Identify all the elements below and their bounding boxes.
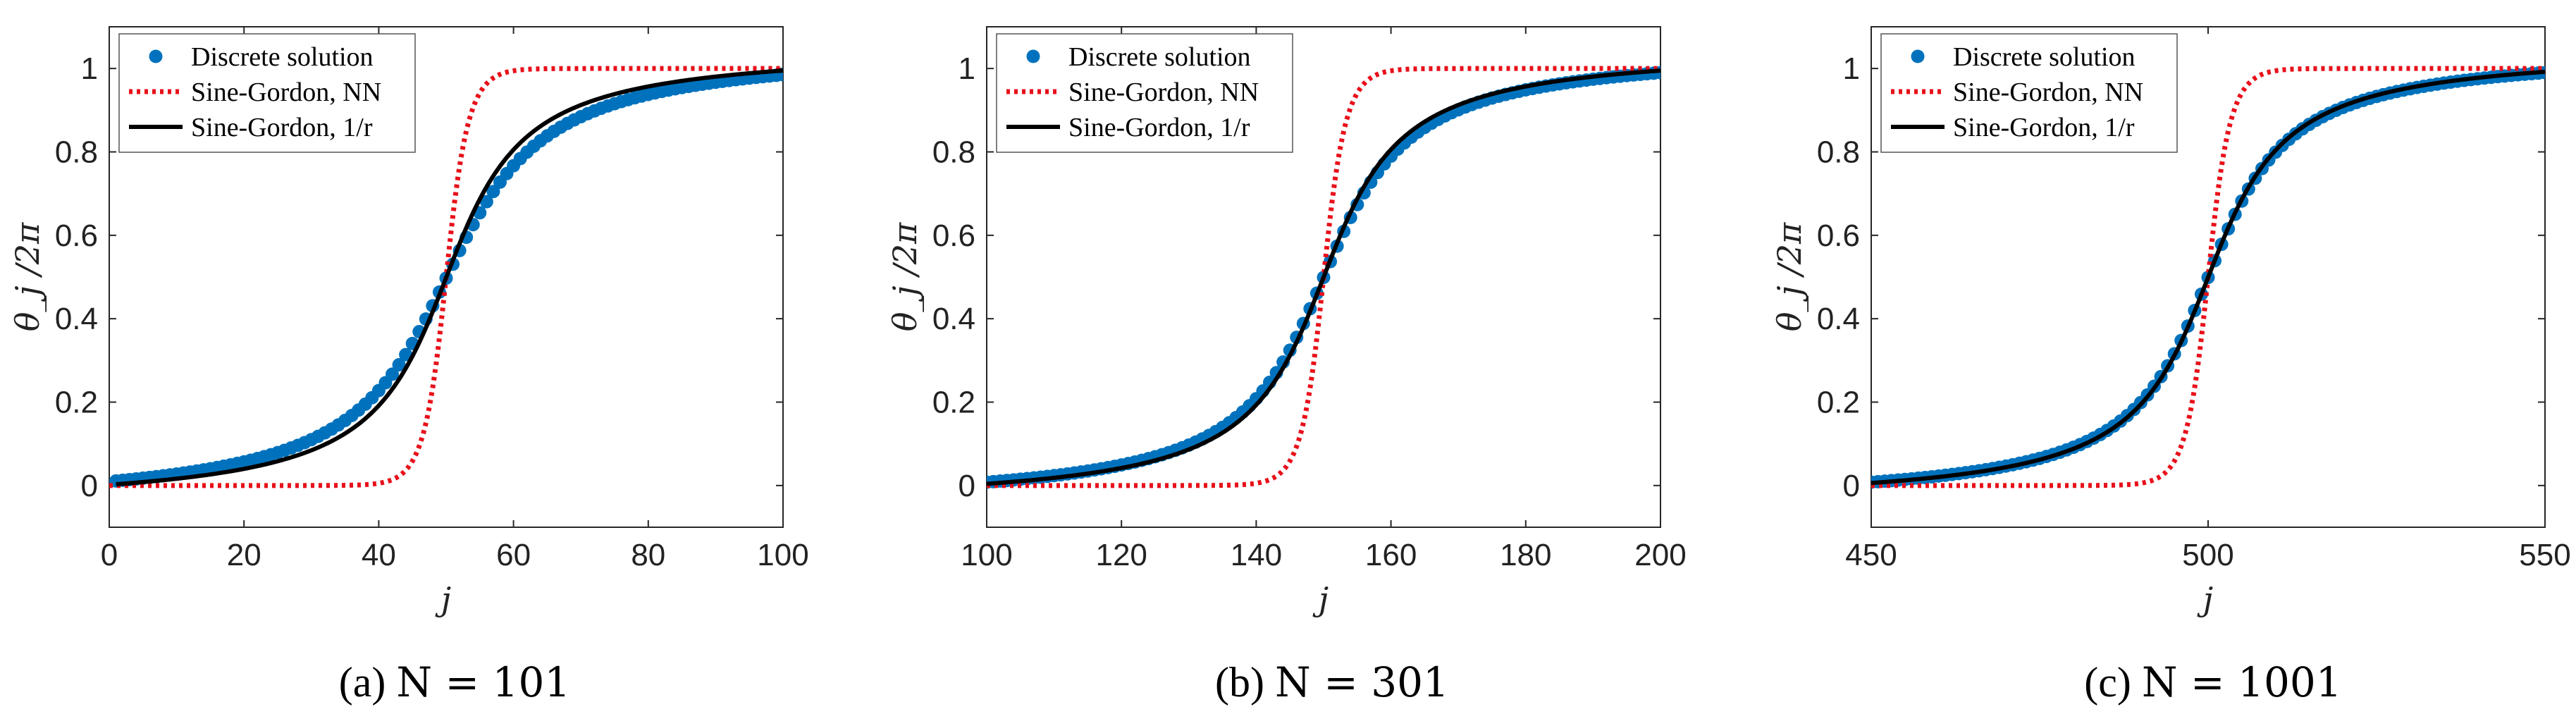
series-sine-gordon-1-r bbox=[1871, 69, 2545, 486]
y-tick-label: 0 bbox=[959, 469, 975, 503]
data-point bbox=[386, 367, 400, 381]
legend-label: Sine-Gordon, NN bbox=[1953, 78, 2143, 107]
y-tick-label: 0 bbox=[81, 469, 98, 503]
y-tick-label: 0.8 bbox=[932, 135, 975, 170]
plot-area bbox=[987, 66, 1660, 489]
caption-math: N = 301 bbox=[1275, 658, 1449, 706]
y-tick-label: 0.8 bbox=[55, 135, 98, 170]
y-axis-label: θ_j /2π bbox=[886, 222, 924, 331]
caption-label: (b) bbox=[1215, 659, 1275, 706]
x-tick-label: 180 bbox=[1500, 538, 1551, 572]
y-tick-label: 0.4 bbox=[1817, 302, 1860, 336]
caption-math: N = 1001 bbox=[2142, 658, 2342, 706]
series-sine-gordon-1-r bbox=[116, 68, 783, 487]
x-tick-label: 120 bbox=[1095, 538, 1147, 572]
x-tick-label: 200 bbox=[1634, 538, 1686, 572]
legend-marker-discrete bbox=[1911, 49, 1925, 63]
x-tick-label: 450 bbox=[1845, 538, 1897, 572]
legend-marker-discrete bbox=[149, 49, 163, 63]
legend-label: Sine-Gordon, NN bbox=[191, 78, 381, 107]
legend: Discrete solution Sine-Gordon, NN Sine-Gor… bbox=[118, 33, 416, 153]
x-tick-label: 500 bbox=[2182, 538, 2233, 572]
x-tick-label: 550 bbox=[2519, 538, 2570, 572]
legend-label: Discrete solution bbox=[1068, 42, 1251, 72]
y-tick-label: 1 bbox=[81, 51, 98, 86]
x-tick-label: 160 bbox=[1365, 538, 1417, 572]
y-tick-label: 0.4 bbox=[55, 302, 98, 336]
legend-label: Sine-Gordon, NN bbox=[1068, 78, 1259, 107]
legend: Discrete solution Sine-Gordon, NN Sine-Gor… bbox=[1880, 33, 2178, 153]
y-axis-label: θ_j /2π bbox=[8, 222, 47, 331]
y-tick-label: 0.6 bbox=[1817, 219, 1860, 253]
plot-area bbox=[1871, 66, 2545, 489]
data-point bbox=[399, 347, 413, 362]
x-tick-label: 20 bbox=[227, 538, 261, 572]
x-tick-label: 40 bbox=[362, 538, 396, 572]
x-tick-label: 60 bbox=[496, 538, 531, 572]
legend-label: Sine-Gordon, 1/r bbox=[191, 113, 373, 142]
series-sine-gordon-1-r bbox=[987, 68, 1660, 486]
legend-label: Discrete solution bbox=[191, 42, 374, 72]
panel-caption: (a) N = 101 bbox=[339, 658, 571, 706]
panel-caption: (c) N = 1001 bbox=[2084, 658, 2341, 706]
legend-label: Sine-Gordon, 1/r bbox=[1953, 113, 2135, 142]
caption-label: (c) bbox=[2084, 659, 2142, 706]
y-tick-label: 0.2 bbox=[55, 386, 98, 420]
panel-b: 100 120 140 160 180 200 0 0.2 0.4 0.6 0.8 1 j θ_j /2π… bbox=[886, 26, 1687, 706]
legend-marker-discrete bbox=[1026, 49, 1040, 63]
panel-c: 450 500 550 0 0.2 0.4 0.6 0.8 1 j θ_j /2π Discrete … bbox=[1770, 26, 2571, 706]
caption-math: N = 101 bbox=[396, 658, 570, 706]
legend-label: Discrete solution bbox=[1953, 42, 2136, 72]
y-tick-label: 0 bbox=[1843, 469, 1860, 503]
y-tick-label: 0.4 bbox=[932, 302, 975, 336]
y-tick-label: 1 bbox=[959, 51, 975, 86]
panel-a: 0 20 40 60 80 100 0 0.2 0.4 0.6 0.8 1 j θ_j /2π Discre… bbox=[8, 26, 809, 706]
data-point bbox=[479, 195, 493, 209]
x-tick-label: 100 bbox=[961, 538, 1012, 572]
x-axis-label: j bbox=[1312, 580, 1329, 618]
y-tick-label: 0.2 bbox=[932, 386, 975, 420]
y-tick-label: 0.2 bbox=[1817, 386, 1860, 420]
plot-area bbox=[109, 66, 783, 488]
x-axis-label: j bbox=[2197, 580, 2213, 618]
y-axis-label: θ_j /2π bbox=[1770, 222, 1808, 331]
data-point bbox=[392, 358, 406, 372]
y-tick-label: 0.6 bbox=[55, 219, 98, 253]
x-tick-label: 140 bbox=[1231, 538, 1282, 572]
x-axis-label: j bbox=[435, 580, 451, 618]
legend: Discrete solution Sine-Gordon, NN Sine-Gor… bbox=[996, 33, 1293, 153]
y-tick-label: 1 bbox=[1843, 51, 1860, 86]
x-tick-label: 100 bbox=[757, 538, 808, 572]
y-tick-label: 0.8 bbox=[1817, 135, 1860, 170]
data-point bbox=[486, 185, 500, 199]
caption-label: (a) bbox=[339, 659, 397, 706]
panel-caption: (b) N = 301 bbox=[1215, 658, 1449, 706]
x-tick-label: 0 bbox=[101, 538, 118, 572]
x-tick-label: 80 bbox=[631, 538, 665, 572]
y-tick-label: 0.6 bbox=[932, 219, 975, 253]
legend-label: Sine-Gordon, 1/r bbox=[1068, 113, 1250, 142]
